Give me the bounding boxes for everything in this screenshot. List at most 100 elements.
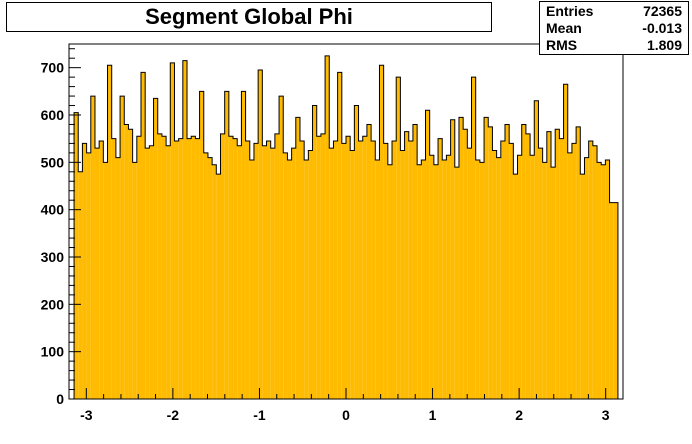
- histogram-bin: [287, 159, 292, 399]
- histogram-bin: [417, 164, 422, 399]
- histogram-bin: [588, 141, 593, 400]
- x-tick-label: 3: [602, 407, 610, 423]
- histogram-bin: [107, 65, 112, 400]
- histogram-bin: [350, 150, 355, 399]
- histogram-bin: [241, 91, 246, 399]
- histogram-bin: [337, 72, 342, 400]
- histogram-bin: [559, 138, 564, 399]
- y-tick-label: 700: [41, 60, 65, 76]
- histogram-bin: [111, 138, 116, 399]
- histogram-bin: [99, 141, 104, 400]
- histogram-bin: [274, 133, 280, 399]
- histogram-bin: [74, 112, 79, 399]
- histogram-bin: [563, 84, 568, 399]
- histogram-bin: [237, 145, 242, 399]
- histogram-bin: [153, 98, 158, 399]
- histogram-bin: [592, 145, 598, 399]
- histogram-bin: [429, 155, 434, 399]
- histogram-bin: [78, 171, 83, 399]
- histogram-bin: [601, 164, 606, 399]
- histogram-bin: [140, 72, 146, 400]
- histogram-bin: [605, 159, 610, 399]
- histogram-bin: [195, 138, 200, 399]
- histogram-bin: [354, 105, 359, 400]
- y-tick-label: 0: [56, 391, 64, 407]
- stats-row-entries: Entries 72365: [546, 3, 682, 20]
- histogram-bin: [567, 152, 572, 399]
- histogram-bin: [475, 159, 480, 399]
- histogram-bin: [207, 157, 213, 399]
- histogram-bin: [387, 164, 393, 399]
- histogram-bin: [170, 62, 175, 399]
- histogram-bin: [145, 148, 150, 399]
- histogram-bin: [304, 159, 309, 399]
- histogram-bin: [496, 157, 501, 399]
- histogram-bin: [400, 150, 405, 399]
- histogram-bin: [438, 138, 443, 399]
- histogram-bin: [375, 159, 380, 399]
- histogram-bin: [136, 136, 141, 400]
- histogram-bin: [396, 77, 401, 399]
- histogram-bin: [538, 148, 543, 399]
- stats-box: Entries 72365 Mean -0.013 RMS 1.809: [539, 1, 689, 55]
- histogram-bin: [467, 148, 472, 399]
- histogram-bin: [371, 141, 376, 400]
- histogram-bin: [454, 167, 459, 399]
- histogram-bin: [283, 152, 288, 399]
- histogram-bin: [333, 141, 338, 400]
- histogram-bin: [291, 148, 296, 399]
- histogram-bin: [279, 96, 284, 400]
- histogram-bin: [492, 150, 497, 399]
- histogram-bin: [551, 167, 556, 399]
- histogram-bin: [182, 60, 188, 400]
- histogram-bin: [530, 155, 535, 399]
- histogram-outline: [73, 55, 619, 399]
- histogram-bin: [178, 138, 183, 399]
- x-tick-label: 2: [515, 407, 523, 423]
- stats-rms-label: RMS: [546, 37, 578, 53]
- histogram-bin: [90, 96, 95, 400]
- histogram-bin: [597, 162, 602, 399]
- histogram-bin: [249, 159, 254, 399]
- histogram-bin: [299, 141, 305, 400]
- histogram-bin: [421, 159, 426, 399]
- histogram-bin: [450, 119, 455, 399]
- y-tick-label: 200: [41, 296, 65, 312]
- histogram-bin: [220, 133, 225, 399]
- histogram-bin: [270, 148, 275, 399]
- histogram-bin: [488, 126, 493, 399]
- y-axis: 0 100 200 300 400 500 600 700: [41, 48, 81, 407]
- histogram-bin: [504, 124, 510, 399]
- histogram-bin: [94, 148, 100, 399]
- stats-row-rms: RMS 1.809: [546, 37, 682, 54]
- histogram-bin: [187, 138, 192, 399]
- histogram-bin: [103, 162, 108, 399]
- histogram-bin: [458, 117, 464, 399]
- stats-entries-value: 72365: [643, 3, 682, 19]
- histogram-bin: [463, 129, 468, 399]
- histogram-bin: [576, 126, 581, 399]
- histogram-bin: [253, 143, 259, 399]
- chart-title: Segment Global Phi: [6, 2, 492, 32]
- histogram-bin: [316, 136, 321, 400]
- x-tick-label: -2: [167, 407, 180, 423]
- histogram-bin: [346, 136, 351, 400]
- histogram-bin: [308, 150, 313, 399]
- stats-rms-value: 1.809: [646, 37, 682, 53]
- histogram-bars: [73, 55, 619, 400]
- histogram-bin: [329, 148, 334, 399]
- histogram-bin: [174, 141, 179, 400]
- histogram-bin: [580, 174, 585, 399]
- histogram-bin: [233, 138, 238, 399]
- histogram-bin: [555, 129, 560, 399]
- stats-entries-label: Entries: [546, 3, 594, 19]
- y-tick-label: 500: [41, 154, 65, 170]
- histogram-bin: [82, 143, 87, 399]
- histogram-bin: [613, 202, 618, 399]
- stats-mean-label: Mean: [546, 20, 582, 36]
- histogram-bin: [379, 65, 384, 400]
- histogram-bin: [471, 77, 476, 399]
- histogram-bin: [509, 143, 514, 399]
- x-tick-label: -3: [80, 407, 93, 423]
- y-tick-label: 400: [41, 202, 65, 218]
